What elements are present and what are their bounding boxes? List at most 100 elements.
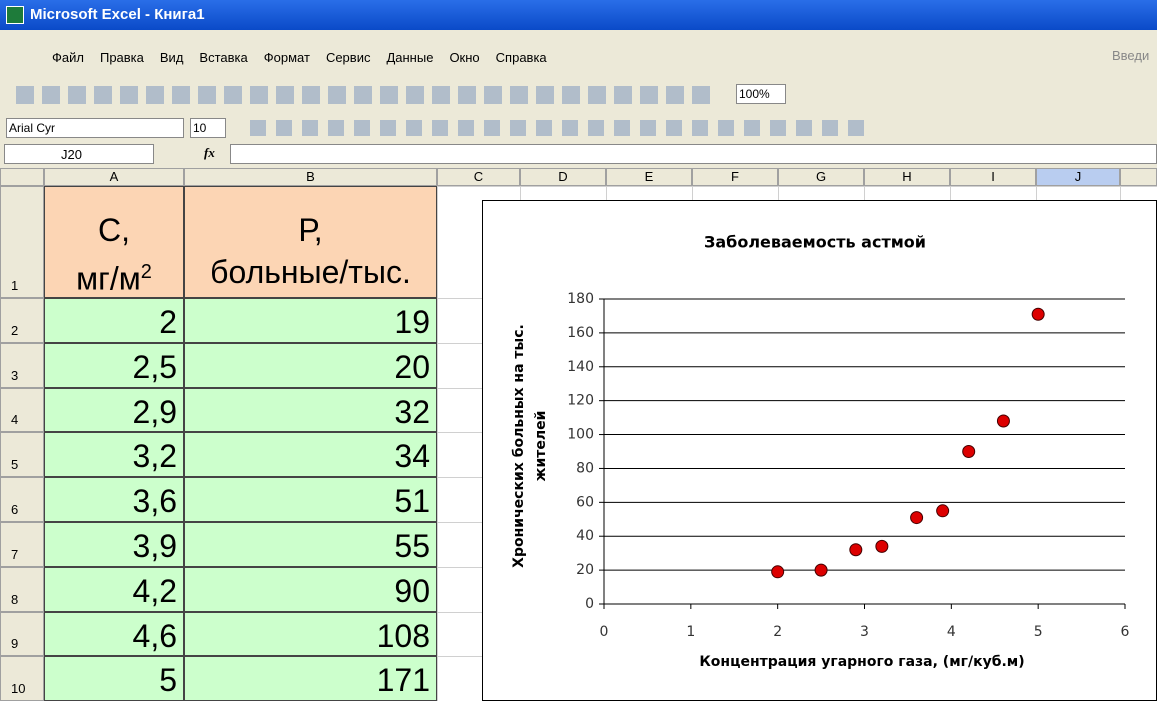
y-tick-label: 80 bbox=[576, 460, 594, 476]
data-cell: 3,6 bbox=[44, 477, 184, 522]
formula-input[interactable] bbox=[230, 144, 1157, 164]
x-tick-label: 6 bbox=[1121, 624, 1130, 640]
column-header: J bbox=[1036, 168, 1120, 186]
menu-item[interactable]: Правка bbox=[99, 49, 144, 65]
point bbox=[849, 543, 863, 557]
point bbox=[1031, 307, 1045, 321]
y-tick-label: 140 bbox=[567, 359, 594, 375]
point bbox=[875, 539, 889, 553]
y-tick-label: 100 bbox=[567, 427, 594, 443]
column-header: E bbox=[606, 168, 692, 186]
row-header: 6 bbox=[0, 477, 44, 522]
data-cell: 3,2 bbox=[44, 432, 184, 478]
column-header: A bbox=[44, 168, 184, 186]
menu-item[interactable]: Файл bbox=[52, 49, 84, 65]
toolbar-icons bbox=[16, 86, 716, 104]
header-sup: 2 bbox=[140, 261, 152, 283]
menu-item[interactable]: Данные bbox=[386, 49, 434, 65]
column-header: F bbox=[692, 168, 778, 186]
point bbox=[962, 445, 976, 458]
column-header bbox=[1120, 168, 1157, 186]
menu-item[interactable]: Формат bbox=[263, 49, 310, 65]
row-header: 9 bbox=[0, 611, 44, 657]
y-tick-label: 160 bbox=[567, 325, 594, 341]
corner bbox=[0, 168, 44, 186]
y-tick-label: 180 bbox=[567, 291, 594, 307]
x-tick-label: 3 bbox=[860, 624, 869, 640]
header-line: С, bbox=[98, 212, 130, 248]
row-header: 8 bbox=[0, 566, 44, 612]
menu-item[interactable]: Сервис bbox=[325, 49, 371, 65]
x-tick-label: 4 bbox=[947, 624, 956, 640]
menu-item[interactable]: Вставка bbox=[199, 49, 248, 65]
y-axis-label: Хронических больных на тыс. жителей bbox=[511, 324, 549, 568]
help-box[interactable]: Введи bbox=[1112, 48, 1150, 63]
row-header: 1 bbox=[0, 186, 44, 298]
x-axis-label: Концентрация угарного газа, (мг/куб.м) bbox=[699, 654, 1024, 670]
y-tick-label: 20 bbox=[576, 562, 594, 578]
point bbox=[814, 563, 828, 577]
column-header: I bbox=[950, 168, 1036, 186]
column-header: C bbox=[437, 168, 520, 186]
data-cell: 90 bbox=[184, 566, 437, 612]
menu-item[interactable]: Справка bbox=[495, 49, 547, 65]
data-cell: 55 bbox=[184, 522, 437, 567]
x-tick-label: 1 bbox=[686, 624, 695, 640]
header-text: больные/тыс. bbox=[210, 254, 411, 290]
standard-toolbar: 100% bbox=[0, 82, 900, 108]
header-text: мг/м bbox=[76, 260, 141, 297]
chart-title: Заболеваемость астмой bbox=[704, 233, 926, 252]
zoom-box[interactable]: 100% bbox=[736, 84, 786, 104]
row-header: 3 bbox=[0, 342, 44, 388]
header-cell: С, мг/м2 bbox=[44, 186, 184, 298]
formula-bar: J20 fx bbox=[0, 142, 1157, 166]
data-cell: 171 bbox=[184, 656, 437, 701]
column-header: D bbox=[520, 168, 606, 186]
point bbox=[771, 565, 785, 579]
data-cell: 2,9 bbox=[44, 387, 184, 433]
data-cell: 2 bbox=[44, 298, 184, 343]
name-box[interactable]: J20 bbox=[4, 144, 154, 164]
data-cell: 4,6 bbox=[44, 611, 184, 657]
data-cell: 108 bbox=[184, 611, 437, 657]
data-cell: 51 bbox=[184, 477, 437, 522]
y-tick-label: 40 bbox=[576, 528, 594, 544]
data-cell: 34 bbox=[184, 432, 437, 478]
point bbox=[910, 511, 924, 525]
font-box[interactable]: Arial Cyr bbox=[6, 118, 184, 138]
header-line: больные/тыс. bbox=[185, 251, 436, 293]
size-box[interactable]: 10 bbox=[190, 118, 226, 138]
format-icons bbox=[250, 120, 870, 136]
menu-bar: Файл Правка Вид Вставка Формат Сервис Данные Ок… bbox=[0, 44, 1157, 70]
data-cell: 3,9 bbox=[44, 522, 184, 567]
row-header: 4 bbox=[0, 387, 44, 433]
data-cell: 32 bbox=[184, 387, 437, 433]
y-tick-label: 120 bbox=[567, 393, 594, 409]
fx-label: fx bbox=[204, 145, 215, 160]
chart-frame bbox=[482, 200, 1157, 701]
column-header: B bbox=[184, 168, 437, 186]
row-header: 10 bbox=[0, 656, 44, 701]
point bbox=[936, 504, 950, 518]
y-tick-label: 60 bbox=[576, 494, 594, 510]
menu-item[interactable]: Окно bbox=[449, 49, 480, 65]
data-cell: 2,5 bbox=[44, 342, 184, 388]
header-cell: Р, больные/тыс. bbox=[184, 186, 437, 298]
column-header: G bbox=[778, 168, 864, 186]
x-tick-label: 2 bbox=[773, 624, 782, 640]
format-toolbar: Arial Cyr 10 bbox=[0, 116, 900, 140]
chart: Заболеваемость астмой Концентрация угарн… bbox=[482, 200, 1157, 701]
title-bar: Microsoft Excel - Книга1 bbox=[0, 0, 1157, 30]
window-title: Microsoft Excel - Книга1 bbox=[30, 6, 205, 23]
row-header: 2 bbox=[0, 298, 44, 343]
row-header: 7 bbox=[0, 522, 44, 567]
data-cell: 19 bbox=[184, 298, 437, 343]
x-tick-label: 0 bbox=[600, 624, 609, 640]
header-line: мг/м2 bbox=[45, 251, 183, 300]
menu-item[interactable]: Вид bbox=[159, 49, 184, 65]
header-line: Р, bbox=[298, 212, 323, 248]
column-header: H bbox=[864, 168, 950, 186]
row-header: 5 bbox=[0, 432, 44, 478]
x-tick-label: 5 bbox=[1034, 624, 1043, 640]
